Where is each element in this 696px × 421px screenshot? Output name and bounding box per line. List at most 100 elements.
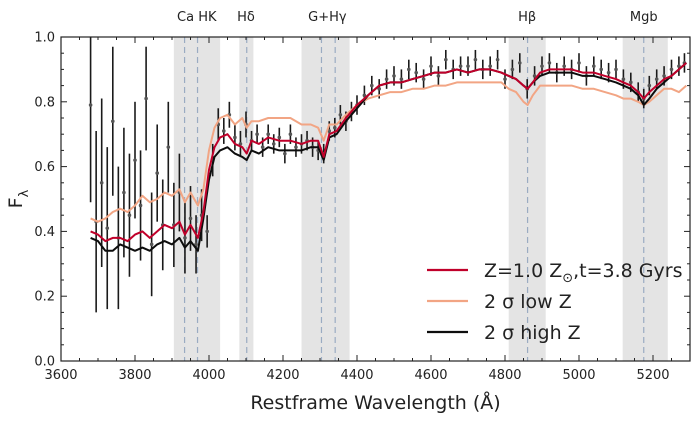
- x-tick-labels: 3600 3800 4000 4200 4400 4600 4800 5000 5200: [44, 368, 669, 383]
- observed-point: [384, 77, 389, 81]
- observed-point: [166, 145, 171, 149]
- observed-point: [473, 57, 478, 62]
- observed-point: [283, 151, 287, 156]
- observed-point: [669, 67, 674, 72]
- legend-entry-name: Z=1.0 Z: [484, 260, 562, 282]
- observed-point: [155, 171, 159, 175]
- y-tick-label: 0.0: [34, 355, 55, 370]
- y-axis-title-main: F: [5, 197, 27, 208]
- observed-point: [577, 61, 581, 65]
- observed-point: [562, 64, 566, 68]
- observed-point: [488, 64, 493, 68]
- series-line: [90, 62, 687, 243]
- observed-point: [144, 96, 148, 101]
- observed-point: [99, 181, 104, 185]
- observed-point: [238, 142, 243, 146]
- observed-point: [370, 83, 374, 88]
- feature-label: Mgb: [630, 10, 658, 25]
- observed-point: [288, 132, 293, 136]
- observed-point: [194, 242, 198, 247]
- observed-point: [105, 226, 110, 230]
- observed-point: [392, 74, 396, 78]
- x-tick-label: 4000: [192, 368, 225, 383]
- legend-entry-name: 2 σ low Z: [484, 291, 572, 313]
- observed-point: [599, 67, 603, 72]
- observed-point: [122, 190, 126, 195]
- axis-ticks: [60, 36, 691, 362]
- observed-point: [188, 216, 193, 221]
- observed-point: [338, 112, 343, 117]
- observed-point: [606, 70, 611, 75]
- y-tick-label: 0.2: [34, 290, 55, 305]
- observed-point: [436, 74, 441, 78]
- observed-point: [677, 64, 681, 68]
- observed-point: [133, 158, 137, 162]
- legend-entry: 2 σ high Z: [484, 322, 581, 344]
- x-tick-label: 4800: [488, 368, 521, 383]
- observed-point: [414, 70, 419, 75]
- series-line: [90, 62, 687, 252]
- observed-point: [377, 87, 382, 91]
- observed-point: [654, 77, 659, 81]
- observed-point: [88, 103, 93, 107]
- observed-point: [183, 236, 187, 240]
- observed-point: [333, 125, 337, 130]
- observed-point: [540, 64, 544, 68]
- x-tick-label: 5200: [636, 368, 669, 383]
- observed-point: [362, 93, 367, 98]
- observed-point: [629, 80, 633, 85]
- observed-point: [222, 129, 226, 133]
- observed-point: [233, 135, 237, 140]
- observed-point: [647, 83, 652, 88]
- x-tick-label: 4600: [414, 368, 447, 383]
- observed-point: [149, 242, 154, 247]
- observed-point: [621, 77, 626, 81]
- x-tick-label: 5000: [562, 368, 595, 383]
- legend-entry-name: 2 σ high Z: [484, 322, 581, 344]
- y-tick-label: 0.6: [34, 160, 55, 175]
- observed-point: [205, 229, 209, 234]
- observed-point: [662, 74, 666, 78]
- legend-entry-subscript: ⊙: [562, 271, 573, 286]
- observed-point: [277, 135, 282, 140]
- feature-label: Hδ: [237, 10, 255, 25]
- feature-label: Ca HK: [177, 10, 217, 25]
- legend-entry: 2 σ low Z: [484, 291, 572, 313]
- observed-point: [495, 57, 500, 62]
- x-tick-label: 3600: [44, 368, 77, 383]
- observed-point: [466, 64, 470, 68]
- observed-point: [260, 145, 265, 149]
- y-axis-title: Fλ: [5, 189, 32, 208]
- y-tick-label: 1.0: [34, 31, 55, 46]
- y-tick-labels: 0.0 0.2 0.4 0.6 0.8 1.0: [34, 31, 55, 370]
- feature-labels: Ca HK Hδ G+Hγ Hβ Mgb: [177, 10, 658, 25]
- observed-point: [518, 61, 522, 65]
- y-tick-label: 0.4: [34, 225, 55, 240]
- x-tick-label: 4400: [340, 368, 373, 383]
- legend-entry: Z=1.0 Z⊙,t=3.8 Gyrs: [484, 260, 682, 286]
- observed-point: [399, 77, 404, 81]
- observed-point: [532, 74, 537, 78]
- x-axis-title: Restframe Wavelength (Å): [250, 391, 500, 414]
- feature-band: [301, 37, 350, 361]
- observed-point: [429, 64, 433, 68]
- observed-point: [266, 132, 271, 136]
- observed-point: [547, 61, 552, 65]
- y-axis-title-sub: λ: [17, 189, 32, 197]
- observed-point: [111, 119, 115, 124]
- legend-entry-suffix: ,t=3.8 Gyrs: [573, 260, 682, 282]
- observed-point: [271, 142, 276, 146]
- observed-point: [421, 77, 426, 81]
- feature-label: G+Hγ: [308, 10, 347, 25]
- x-tick-label: 4200: [266, 368, 299, 383]
- model-series: [90, 62, 687, 252]
- observed-point: [503, 77, 507, 81]
- observed-point: [138, 203, 143, 208]
- observed-point: [127, 213, 132, 217]
- observed-point: [294, 145, 298, 149]
- observed-point: [255, 132, 259, 136]
- observed-point: [444, 57, 448, 62]
- observed-point: [510, 67, 515, 72]
